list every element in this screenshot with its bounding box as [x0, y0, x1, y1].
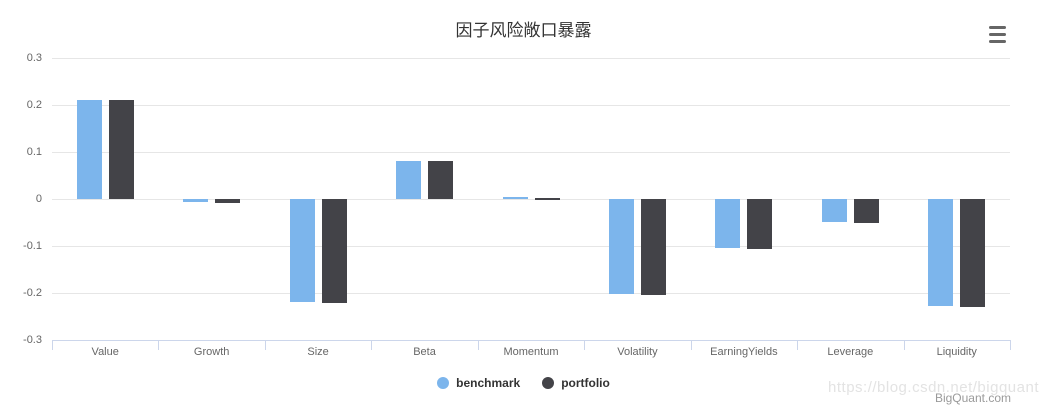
x-axis-tick	[584, 340, 586, 350]
x-axis-tick	[52, 340, 53, 350]
x-axis-category-label: Leverage	[827, 346, 874, 358]
x-axis-line	[52, 339, 1010, 341]
bar-portfolio-Size[interactable]	[321, 199, 347, 304]
bar-portfolio-Value[interactable]	[108, 100, 134, 199]
y-gridline	[52, 292, 1010, 294]
chart-title: 因子风险敞口暴露	[455, 21, 592, 40]
watermark-site: BigQuant.com	[934, 391, 1011, 405]
bar-benchmark-Volatility[interactable]	[608, 199, 634, 294]
y-axis-tick-label: 0.2	[26, 99, 42, 111]
hamburger-bar	[989, 33, 1006, 36]
x-axis-category-label: Value	[91, 346, 119, 358]
x-axis-tick	[903, 340, 905, 350]
hamburger-bar	[989, 26, 1006, 29]
bar-benchmark-Liquidity[interactable]	[928, 199, 954, 306]
y-axis-tick-label: 0.3	[26, 52, 42, 64]
bar-portfolio-Volatility[interactable]	[640, 199, 666, 295]
x-axis-category-label: Beta	[413, 346, 436, 358]
bar-portfolio-Liquidity[interactable]	[960, 199, 986, 308]
y-gridline	[52, 104, 1010, 106]
portfolio-marker-icon	[542, 377, 555, 389]
x-axis-category-label: EarningYields	[710, 346, 778, 358]
x-axis-category-label: Size	[307, 346, 329, 358]
hamburger-menu-icon[interactable]	[989, 25, 1007, 44]
bar-benchmark-Leverage[interactable]	[821, 199, 847, 223]
watermark-url: https://blog.csdn.net/bigquant	[828, 379, 1039, 396]
y-gridline	[52, 245, 1010, 247]
x-axis-category-label: Liquidity	[936, 346, 977, 358]
y-axis-tick-label: -0.2	[23, 287, 42, 299]
x-axis-tick	[690, 340, 692, 350]
y-axis-tick-label: -0.3	[23, 334, 42, 346]
x-axis-tick	[371, 340, 373, 350]
x-axis-tick	[264, 340, 266, 350]
bar-benchmark-Value[interactable]	[76, 100, 102, 199]
bar-benchmark-Growth[interactable]	[183, 199, 209, 202]
hamburger-bar	[989, 40, 1006, 43]
bar-benchmark-EarningYields[interactable]	[715, 199, 741, 248]
legend-label-benchmark: benchmark	[456, 376, 521, 390]
bar-portfolio-Leverage[interactable]	[853, 199, 879, 223]
y-gridline	[52, 151, 1010, 153]
y-gridline	[52, 57, 1010, 59]
x-axis-category-label: Growth	[193, 346, 230, 358]
x-axis-tick	[1010, 340, 1011, 350]
x-axis-tick	[477, 340, 479, 350]
legend-item-portfolio[interactable]: portfolio	[542, 376, 610, 390]
bar-benchmark-Beta[interactable]	[396, 161, 422, 199]
y-axis-tick-label: -0.1	[23, 240, 42, 252]
y-axis-tick-label: 0.1	[26, 146, 42, 158]
y-axis-tick-label: 0	[35, 193, 42, 205]
bar-portfolio-Growth[interactable]	[215, 199, 241, 203]
benchmark-marker-icon	[437, 377, 450, 389]
legend-item-benchmark[interactable]: benchmark	[437, 376, 520, 390]
bar-benchmark-Size[interactable]	[289, 199, 315, 303]
x-axis-tick	[797, 340, 799, 350]
legend: benchmark portfolio	[0, 376, 1047, 390]
x-axis-category-label: Momentum	[503, 346, 559, 358]
bar-portfolio-Beta[interactable]	[428, 161, 454, 199]
legend-label-portfolio: portfolio	[561, 376, 610, 390]
bar-portfolio-EarningYields[interactable]	[747, 199, 773, 249]
y-gridline	[52, 198, 1010, 200]
bar-portfolio-Momentum[interactable]	[534, 197, 560, 200]
bar-benchmark-Momentum[interactable]	[502, 197, 528, 200]
x-axis-tick	[158, 340, 160, 350]
x-axis-category-label: Volatility	[617, 346, 658, 358]
